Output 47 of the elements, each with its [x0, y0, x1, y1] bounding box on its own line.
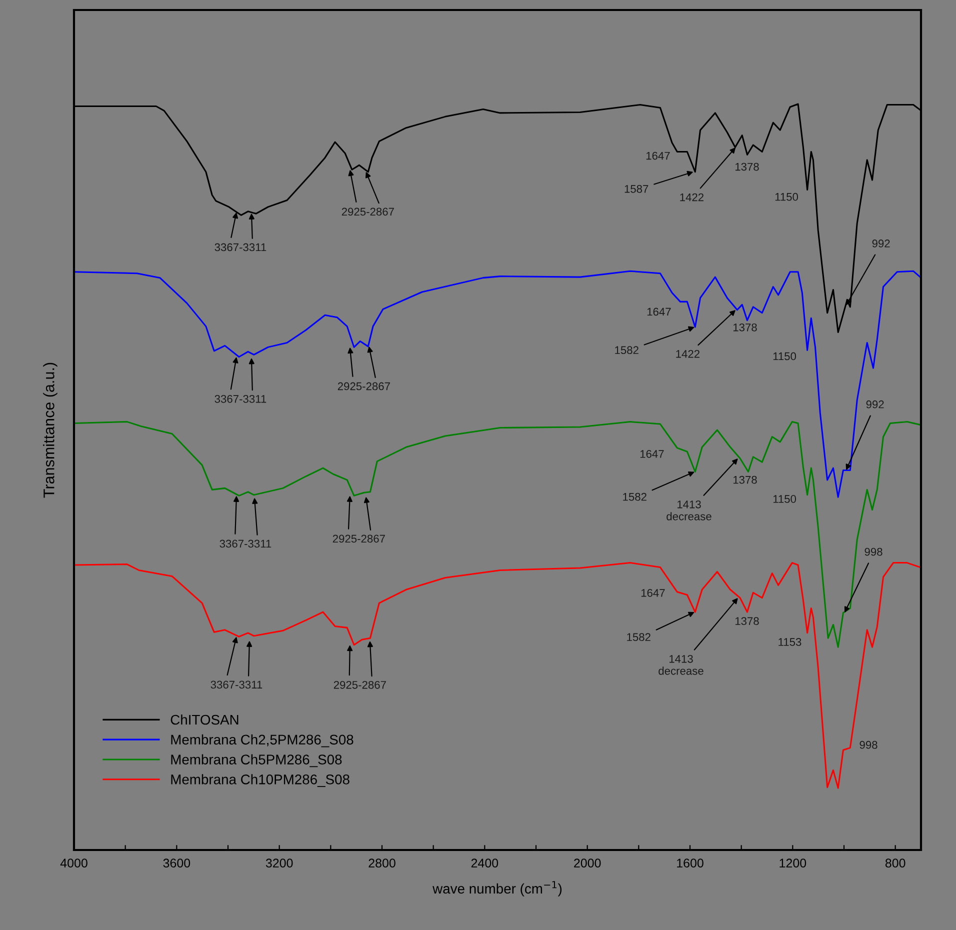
annotation: 1647 — [641, 588, 665, 597]
x-axis-title: wave number (cm$^{−1}$) — [432, 881, 562, 896]
annotation: 2925-2867 — [332, 534, 385, 543]
annotation: 2925-2867 — [334, 680, 386, 689]
y-axis-title: Transmittance (a.u.) — [43, 362, 58, 498]
annotation: 1422 — [680, 193, 704, 202]
legend-label: Membrana Ch5PM286_S08 — [171, 754, 342, 768]
annotation: 1150 — [773, 495, 796, 503]
annotation: 1378 — [735, 162, 759, 171]
annotation: 1582 — [627, 633, 650, 642]
annotation: 1378 — [733, 323, 757, 332]
annotation: 992 — [872, 240, 890, 248]
legend-label: Membrana Ch10PM286_S08 — [171, 774, 350, 787]
annotation: 1378 — [733, 476, 757, 484]
annotation: 1150 — [773, 352, 796, 360]
annotation: 3367-3311 — [214, 395, 266, 403]
annotation: 1378 — [735, 617, 759, 626]
x-tick-label: 1600 — [677, 858, 704, 868]
annotation: 2925-2867 — [342, 208, 394, 216]
annotation: 1150 — [775, 192, 798, 201]
annotation: 1647 — [640, 450, 664, 458]
annotation: 3367-3311 — [210, 680, 262, 689]
annotation: 998 — [864, 548, 882, 556]
annotation: 1422 — [676, 350, 700, 358]
annotation: 1582 — [623, 492, 646, 501]
x-tick-label: 1200 — [780, 858, 806, 868]
x-tick-label: 800 — [885, 858, 906, 868]
annotation: 1647 — [647, 308, 671, 316]
annotation: 1413 decrease — [666, 500, 712, 520]
x-tick-label: 2800 — [368, 858, 396, 868]
annotation: 1413 decrease — [658, 654, 704, 675]
annotation: 3367-3311 — [220, 540, 272, 548]
x-tick-label: 2400 — [471, 858, 498, 868]
legend-label: ChITOSAN — [170, 714, 238, 725]
annotation: 2925-2867 — [338, 382, 390, 390]
annotation: 3367-3311 — [214, 243, 266, 252]
x-tick-label: 4000 — [60, 858, 88, 868]
annotation: 1587 — [624, 184, 648, 193]
x-tick-label: 3600 — [163, 858, 190, 868]
annotation: 998 — [860, 740, 878, 749]
x-tick-label: 3200 — [266, 858, 293, 868]
annotation: 1153 — [778, 638, 802, 646]
annotation: 992 — [866, 400, 884, 408]
annotation: 1647 — [646, 152, 670, 160]
annotation: 1582 — [615, 346, 638, 354]
x-tick-label: 2000 — [574, 858, 601, 868]
legend-label: Membrana Ch2,5PM286_S08 — [171, 734, 354, 748]
